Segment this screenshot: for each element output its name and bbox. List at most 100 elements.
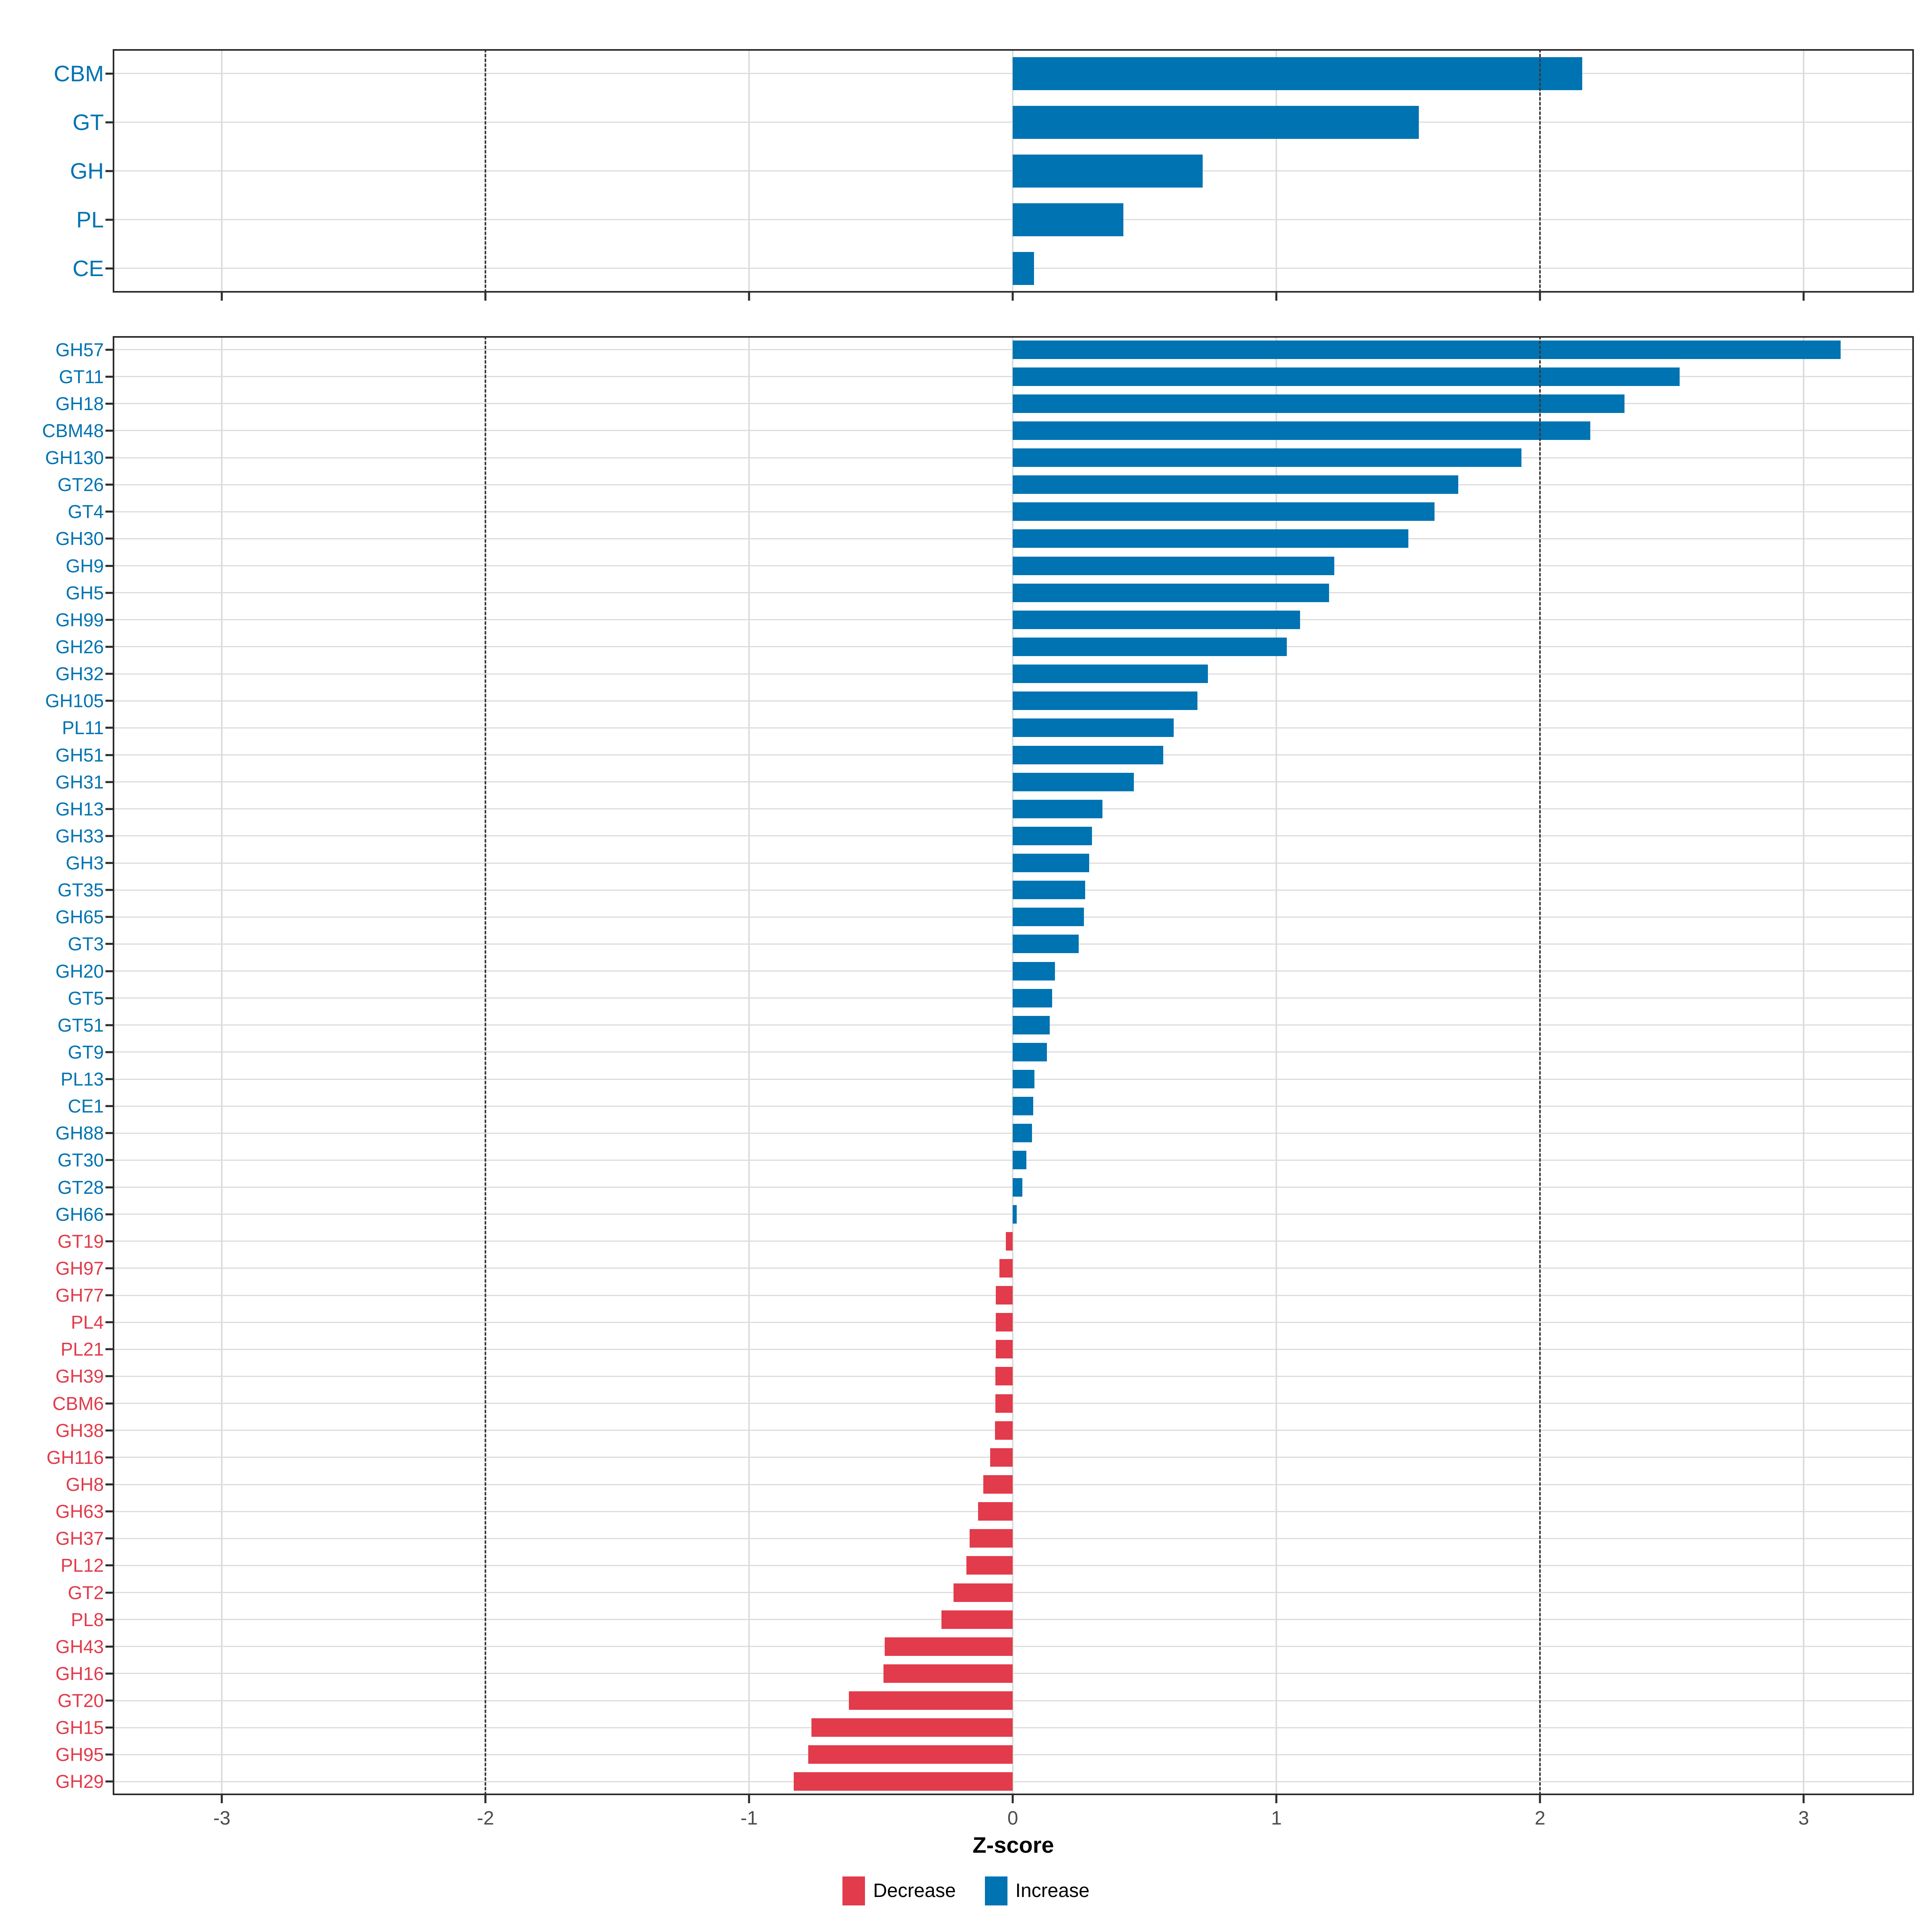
y-axis-tick [105,1321,113,1323]
y-axis-tick [105,727,113,729]
bar-gh77 [996,1286,1013,1305]
bar-gt3 [1013,935,1079,954]
category-label-gt20: GT20 [57,1690,104,1711]
bar-pl [1013,203,1124,236]
category-label-gh8: GH8 [66,1474,104,1495]
dashed-reference-line [485,336,487,1795]
dashed-reference-line [1539,336,1541,1795]
x-axis-tick [748,1795,750,1803]
bar-gt4 [1013,502,1435,521]
y-axis-tick [105,1240,113,1243]
bar-gh88 [1013,1124,1032,1143]
category-label-gh99: GH99 [55,609,104,630]
bar-gh29 [793,1772,1013,1791]
bar-gt28 [1013,1178,1022,1197]
y-axis-tick [105,456,113,459]
horizontal-gridline [113,1375,1914,1377]
bar-ce1 [1013,1097,1034,1116]
x-axis-tick [1011,1795,1014,1803]
category-label-gh38: GH38 [55,1420,104,1441]
category-label-gt51: GT51 [57,1014,104,1036]
x-axis-tick-label: -3 [213,1808,231,1829]
y-axis-tick [105,1591,113,1594]
category-label-gh66: GH66 [55,1203,104,1225]
x-axis-tick [484,293,487,301]
category-label-gh39: GH39 [55,1366,104,1387]
category-label-gh97: GH97 [55,1257,104,1279]
x-axis-tick [1539,293,1541,301]
y-axis-tick [105,1672,113,1675]
bar-gh13 [1013,799,1102,818]
category-label-cbm6: CBM6 [52,1393,104,1414]
y-axis-tick [105,1213,113,1216]
category-label-gt26: GT26 [57,474,104,495]
y-axis-tick [105,781,113,783]
y-axis-tick [105,1024,113,1026]
horizontal-gridline [113,1348,1914,1350]
category-label-gt28: GT28 [57,1177,104,1198]
y-axis-tick [105,565,113,567]
bar-pl4 [995,1313,1013,1332]
horizontal-gridline [113,1781,1914,1782]
bar-gh15 [811,1718,1013,1737]
bar-gh8 [983,1475,1013,1494]
category-label-gt3: GT3 [68,933,104,955]
dashed-reference-line [485,49,487,293]
y-axis-tick [105,483,113,486]
legend-label-decrease: Decrease [873,1880,956,1901]
category-label-gh15: GH15 [55,1717,104,1738]
y-axis-tick [105,1078,113,1080]
category-label-gt11: GT11 [59,366,104,387]
horizontal-gridline [113,1646,1914,1647]
category-label-gh30: GH30 [55,528,104,549]
category-label-gt35: GT35 [57,879,104,901]
bar-gh20 [1013,962,1055,980]
x-axis-tick [748,293,750,301]
y-axis-tick [105,646,113,648]
y-axis-tick [105,121,113,123]
y-axis-tick [105,1375,113,1377]
bar-gt19 [1006,1232,1013,1251]
increase-color-swatch [985,1876,1007,1905]
category-label-gh31: GH31 [55,771,104,793]
y-axis-tick [105,1564,113,1567]
horizontal-gridline [113,1484,1914,1485]
bar-gt5 [1013,989,1053,1007]
legend-item-decrease: Decrease [842,1876,956,1905]
category-label-gh65: GH65 [55,906,104,928]
x-axis-tick [1802,293,1805,301]
horizontal-gridline [113,1700,1914,1701]
category-label-gh13: GH13 [55,798,104,819]
bar-gt35 [1013,881,1086,900]
horizontal-gridline [113,1267,1914,1269]
bar-gh95 [808,1745,1013,1764]
y-axis-tick [105,402,113,405]
y-axis-tick [105,219,113,221]
y-axis-tick [105,673,113,675]
bar-gh66 [1013,1205,1017,1224]
vertical-gridline [1012,336,1014,1795]
bar-gh33 [1013,826,1092,845]
category-label-gh9: GH9 [66,555,104,576]
category-label-pl: PL [76,206,104,232]
bar-gh5 [1013,583,1329,602]
bar-gt [1013,105,1419,139]
category-label-cbm48: CBM48 [42,420,104,441]
horizontal-gridline [113,1754,1914,1755]
bar-pl13 [1013,1070,1034,1089]
y-axis-tick [105,349,113,351]
y-axis-tick [105,889,113,891]
category-label-gh: GH [70,158,104,184]
x-axis-tick [1275,293,1278,301]
x-axis-tick-label: -1 [740,1808,758,1829]
category-label-gh105: GH105 [45,690,104,712]
bar-gh97 [999,1259,1013,1278]
category-label-gh51: GH51 [55,744,104,766]
horizontal-gridline [113,1321,1914,1323]
bar-gh26 [1013,637,1287,656]
category-label-gt5: GT5 [68,987,104,1009]
y-axis-tick [105,376,113,378]
category-label-gt2: GT2 [68,1582,104,1603]
category-label-pl13: PL13 [60,1069,104,1090]
horizontal-gridline [113,1538,1914,1539]
